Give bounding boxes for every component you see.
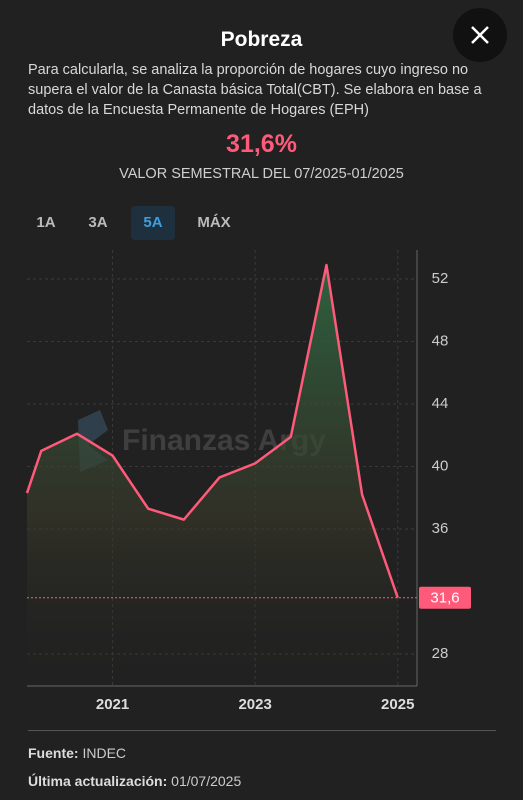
tab[interactable]: 3A [88, 214, 108, 231]
area [27, 264, 398, 686]
x-tick-label: 2021 [96, 696, 129, 713]
value-badge-label: 31,6 [430, 590, 459, 607]
y-tick-label: 36 [432, 520, 449, 537]
separator [28, 730, 496, 731]
x-tick-label: 2023 [238, 696, 271, 713]
updated-value: 01/07/2025 [171, 773, 242, 789]
y-tick-label: 40 [432, 457, 449, 474]
close-button[interactable] [453, 8, 507, 62]
source-value: INDEC [82, 745, 127, 761]
y-tick-label: 44 [432, 395, 449, 412]
tab[interactable]: MÁX [197, 214, 231, 231]
y-tick-label: 52 [432, 270, 449, 287]
value-badge [419, 586, 471, 609]
close-icon [471, 26, 489, 44]
title: Pobreza [220, 28, 303, 51]
tab[interactable]: 1A [36, 214, 56, 231]
y-tick-label: 48 [432, 333, 449, 350]
updated-label: Última actualización: [28, 773, 168, 789]
source-label: Fuente: [28, 745, 79, 761]
current-value: 31,6% [226, 130, 297, 158]
updated: Última actualización: 01/07/2025 [28, 773, 241, 789]
source: Fuente: INDEC [28, 745, 126, 761]
subtitle: VALOR SEMESTRAL DEL 07/2025-01/2025 [119, 166, 404, 182]
tab[interactable]: 5A [131, 206, 175, 240]
description: Para calcularla, se analiza la proporció… [28, 62, 482, 118]
x-tick-label: 2025 [381, 696, 414, 713]
line [25, 263, 399, 599]
y-tick-label: 28 [432, 645, 449, 662]
